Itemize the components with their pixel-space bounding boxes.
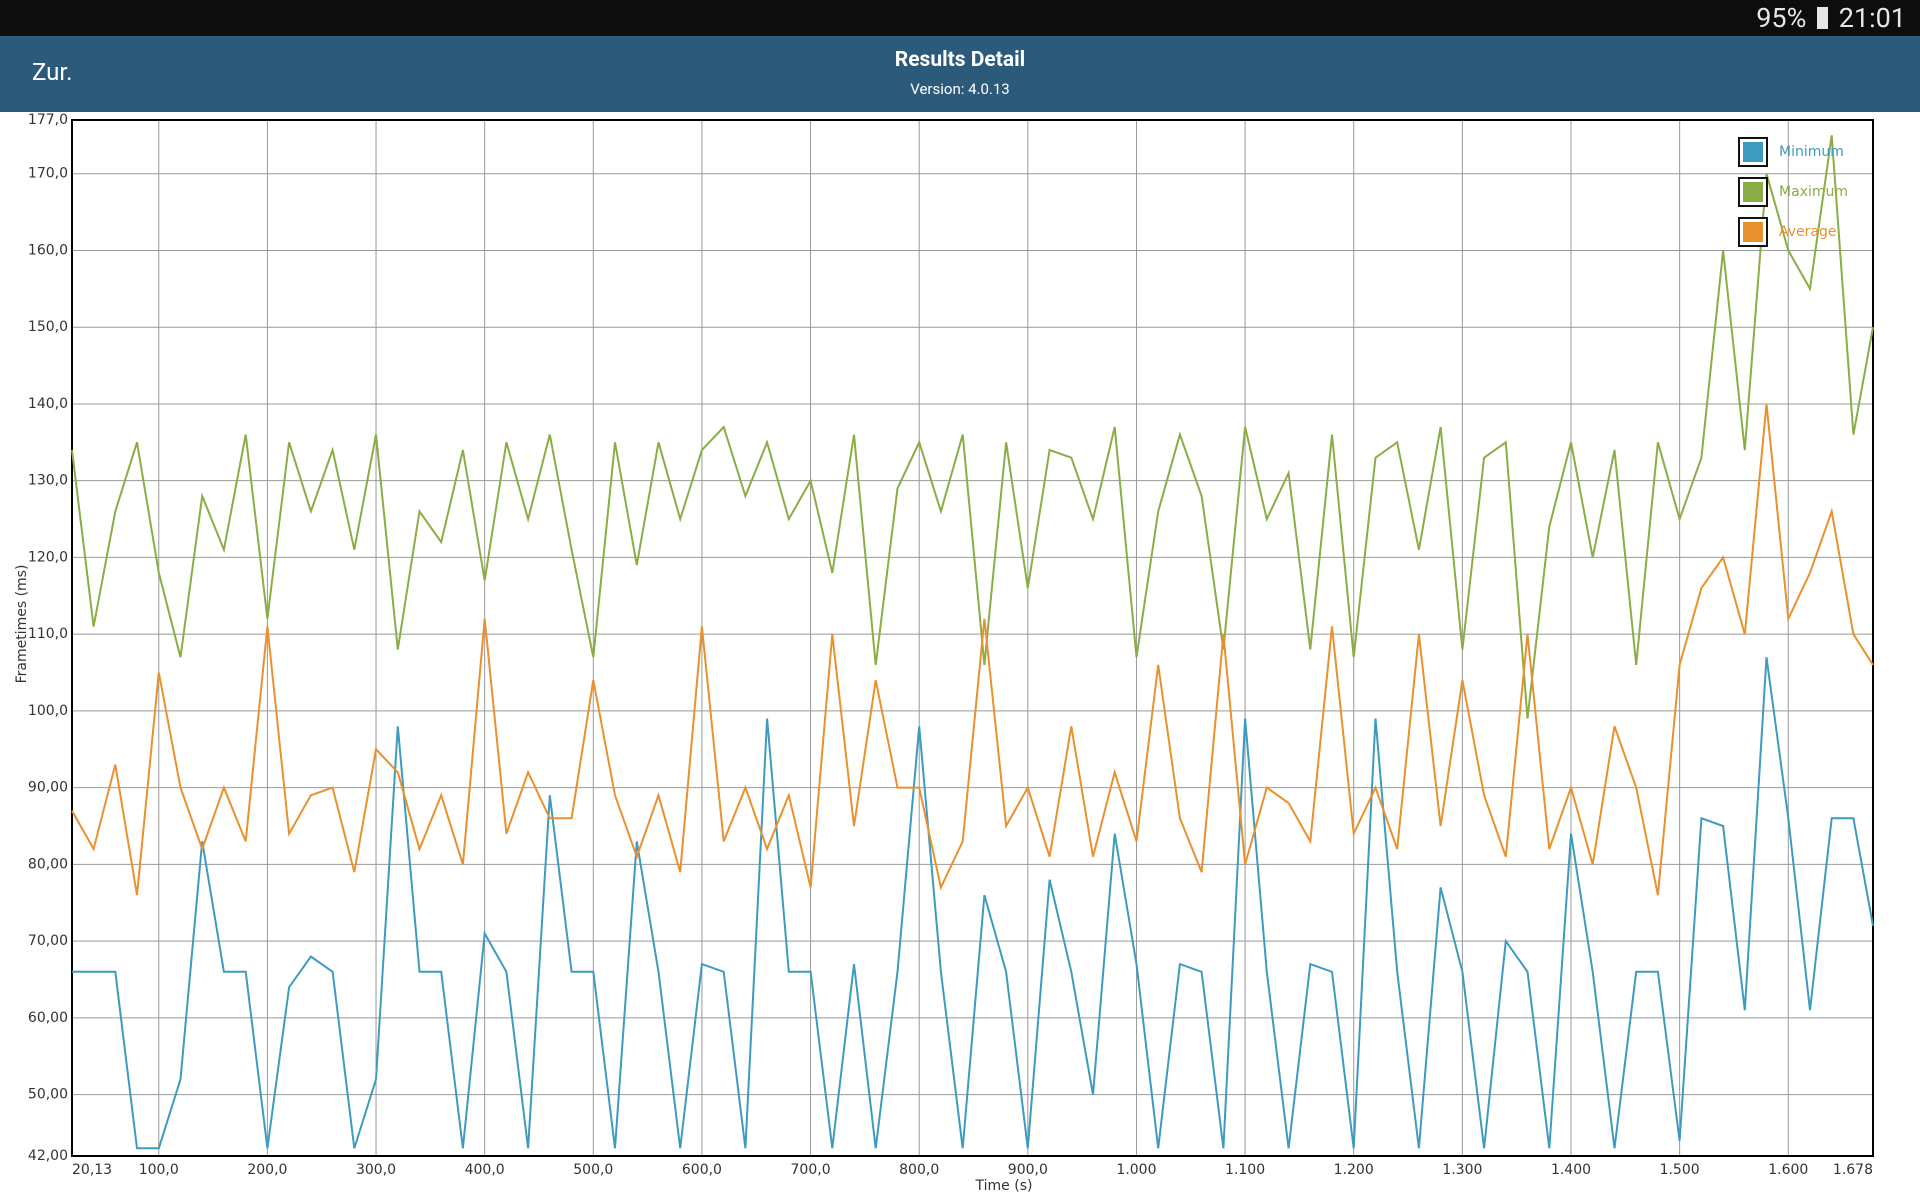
y-tick-label: 110,0 bbox=[28, 626, 68, 642]
series-line bbox=[72, 657, 1874, 1150]
y-tick-label: 140,0 bbox=[28, 396, 68, 412]
y-tick-label: 150,0 bbox=[28, 319, 68, 335]
y-tick-label: 120,0 bbox=[28, 549, 68, 565]
back-button[interactable]: Zur. bbox=[32, 58, 73, 86]
status-right: 95% 21:01 bbox=[1756, 2, 1906, 34]
legend-swatch bbox=[1743, 182, 1763, 202]
x-tick-label: 1.678 bbox=[1833, 1162, 1873, 1178]
legend-swatch bbox=[1743, 142, 1763, 162]
battery: 95% bbox=[1756, 2, 1807, 34]
legend-swatch bbox=[1743, 222, 1763, 242]
status-bar: 95% 21:01 bbox=[0, 0, 1920, 36]
clock: 21:01 bbox=[1838, 2, 1906, 34]
screen-title: Results Detail bbox=[894, 48, 1026, 72]
x-tick-label: 20,13 bbox=[72, 1162, 112, 1178]
legend-label: Average bbox=[1779, 224, 1837, 240]
app-bar: Zur. Results Detail Version: 4.0.13 bbox=[0, 36, 1920, 112]
y-tick-label: 100,0 bbox=[28, 703, 68, 719]
x-tick-label: 1.200 bbox=[1334, 1162, 1374, 1178]
y-tick-label: 42,00 bbox=[28, 1148, 68, 1164]
battery-icon bbox=[1817, 7, 1829, 29]
y-tick-label: 170,0 bbox=[28, 166, 68, 182]
x-tick-label: 500,0 bbox=[573, 1162, 613, 1178]
version: Version: 4.0.13 bbox=[910, 80, 1010, 98]
x-tick-label: 900,0 bbox=[1008, 1162, 1048, 1178]
plot-border bbox=[71, 119, 1874, 1157]
x-axis-label: Time (s) bbox=[975, 1178, 1033, 1194]
y-tick-label: 80,00 bbox=[28, 856, 68, 872]
y-tick-label: 90,00 bbox=[28, 780, 68, 796]
x-tick-label: 300,0 bbox=[356, 1162, 396, 1178]
x-tick-label: 1.300 bbox=[1442, 1162, 1482, 1178]
series-line bbox=[71, 135, 1874, 719]
legend-label: Minimum bbox=[1779, 144, 1844, 160]
series-line bbox=[71, 403, 1874, 896]
y-tick-label: 160,0 bbox=[28, 242, 68, 258]
x-tick-label: 400,0 bbox=[465, 1162, 505, 1178]
x-tick-label: 200,0 bbox=[247, 1162, 287, 1178]
x-tick-label: 1.000 bbox=[1116, 1162, 1156, 1178]
x-tick-label: 1.400 bbox=[1551, 1162, 1591, 1178]
x-tick-label: 1.600 bbox=[1768, 1162, 1808, 1178]
y-tick-label: 50,00 bbox=[28, 1087, 68, 1103]
y-tick-label: 177,0 bbox=[28, 112, 68, 128]
x-tick-label: 800,0 bbox=[899, 1162, 939, 1178]
x-tick-label: 600,0 bbox=[682, 1162, 722, 1178]
y-tick-label: 60,00 bbox=[28, 1010, 68, 1026]
legend-label: Maximum bbox=[1779, 184, 1848, 200]
x-tick-label: 100,0 bbox=[139, 1162, 179, 1178]
x-tick-label: 1.100 bbox=[1225, 1162, 1265, 1178]
x-tick-label: 1.500 bbox=[1660, 1162, 1700, 1178]
y-axis-label: Frametimes (ms) bbox=[14, 565, 30, 684]
y-tick-label: 70,00 bbox=[28, 933, 68, 949]
x-tick-label: 700,0 bbox=[791, 1162, 831, 1178]
y-tick-label: 130,0 bbox=[28, 473, 68, 489]
